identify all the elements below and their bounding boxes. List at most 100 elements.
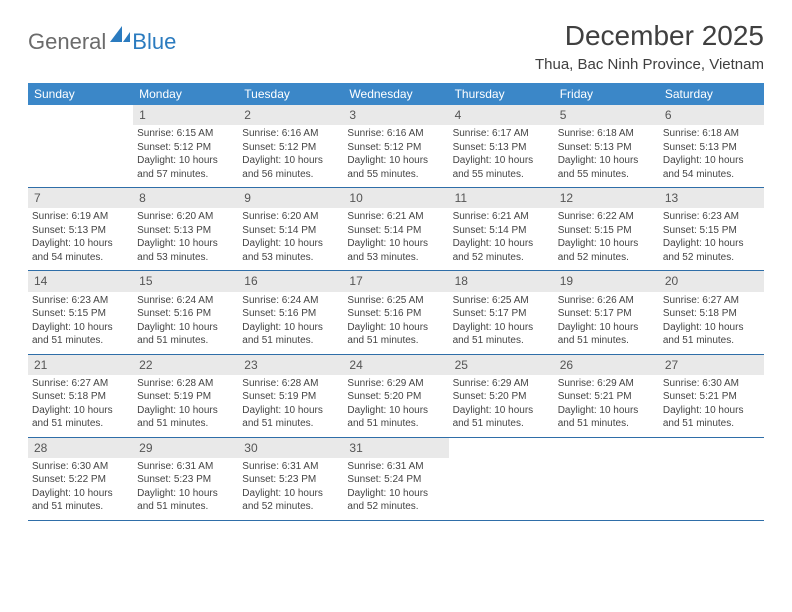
daylight-text: Daylight: 10 hours and 52 minutes. <box>663 237 760 264</box>
weekday-header: Tuesday <box>238 83 343 105</box>
sunset-text: Sunset: 5:20 PM <box>453 390 550 404</box>
sunrise-text: Sunrise: 6:20 AM <box>242 210 339 224</box>
day-number: 20 <box>659 271 764 291</box>
logo-sail-icon <box>110 26 130 47</box>
sunrise-text: Sunrise: 6:15 AM <box>137 127 234 141</box>
sunset-text: Sunset: 5:23 PM <box>137 473 234 487</box>
sunrise-text: Sunrise: 6:21 AM <box>453 210 550 224</box>
sunrise-text: Sunrise: 6:25 AM <box>347 294 444 308</box>
day-body: Sunrise: 6:22 AMSunset: 5:15 PMDaylight:… <box>554 208 659 270</box>
day-cell: 11Sunrise: 6:21 AMSunset: 5:14 PMDayligh… <box>449 188 554 270</box>
day-number: 31 <box>343 438 448 458</box>
day-body: Sunrise: 6:27 AMSunset: 5:18 PMDaylight:… <box>28 375 133 437</box>
day-cell: 17Sunrise: 6:25 AMSunset: 5:16 PMDayligh… <box>343 271 448 353</box>
day-number: 3 <box>343 105 448 125</box>
sunset-text: Sunset: 5:13 PM <box>453 141 550 155</box>
sunset-text: Sunset: 5:12 PM <box>137 141 234 155</box>
location: Thua, Bac Ninh Province, Vietnam <box>535 56 764 73</box>
day-cell: 12Sunrise: 6:22 AMSunset: 5:15 PMDayligh… <box>554 188 659 270</box>
day-cell: 27Sunrise: 6:30 AMSunset: 5:21 PMDayligh… <box>659 355 764 437</box>
sunrise-text: Sunrise: 6:31 AM <box>137 460 234 474</box>
header: General Blue December 2025 Thua, Bac Nin… <box>28 20 764 73</box>
sunset-text: Sunset: 5:14 PM <box>347 224 444 238</box>
sunset-text: Sunset: 5:13 PM <box>137 224 234 238</box>
day-cell: 2Sunrise: 6:16 AMSunset: 5:12 PMDaylight… <box>238 105 343 187</box>
daylight-text: Daylight: 10 hours and 57 minutes. <box>137 154 234 181</box>
day-body: Sunrise: 6:15 AMSunset: 5:12 PMDaylight:… <box>133 125 238 187</box>
logo-text-general: General <box>28 29 106 55</box>
sunrise-text: Sunrise: 6:24 AM <box>137 294 234 308</box>
daylight-text: Daylight: 10 hours and 51 minutes. <box>137 404 234 431</box>
day-number: 13 <box>659 188 764 208</box>
sunset-text: Sunset: 5:14 PM <box>453 224 550 238</box>
sunrise-text: Sunrise: 6:25 AM <box>453 294 550 308</box>
day-cell: 5Sunrise: 6:18 AMSunset: 5:13 PMDaylight… <box>554 105 659 187</box>
day-cell: 3Sunrise: 6:16 AMSunset: 5:12 PMDaylight… <box>343 105 448 187</box>
sunrise-text: Sunrise: 6:30 AM <box>663 377 760 391</box>
daylight-text: Daylight: 10 hours and 51 minutes. <box>32 321 129 348</box>
day-body: Sunrise: 6:19 AMSunset: 5:13 PMDaylight:… <box>28 208 133 270</box>
sunset-text: Sunset: 5:24 PM <box>347 473 444 487</box>
daylight-text: Daylight: 10 hours and 54 minutes. <box>32 237 129 264</box>
day-number: 22 <box>133 355 238 375</box>
daylight-text: Daylight: 10 hours and 52 minutes. <box>242 487 339 514</box>
day-number: 30 <box>238 438 343 458</box>
sunset-text: Sunset: 5:15 PM <box>32 307 129 321</box>
sunset-text: Sunset: 5:20 PM <box>347 390 444 404</box>
sunrise-text: Sunrise: 6:22 AM <box>558 210 655 224</box>
month-title: December 2025 <box>535 20 764 52</box>
logo: General Blue <box>28 26 176 57</box>
day-cell: 21Sunrise: 6:27 AMSunset: 5:18 PMDayligh… <box>28 355 133 437</box>
day-body: Sunrise: 6:18 AMSunset: 5:13 PMDaylight:… <box>554 125 659 187</box>
day-cell: 14Sunrise: 6:23 AMSunset: 5:15 PMDayligh… <box>28 271 133 353</box>
day-cell: 20Sunrise: 6:27 AMSunset: 5:18 PMDayligh… <box>659 271 764 353</box>
day-cell: 8Sunrise: 6:20 AMSunset: 5:13 PMDaylight… <box>133 188 238 270</box>
sunset-text: Sunset: 5:16 PM <box>137 307 234 321</box>
sunrise-text: Sunrise: 6:27 AM <box>663 294 760 308</box>
sunrise-text: Sunrise: 6:18 AM <box>558 127 655 141</box>
day-body: Sunrise: 6:25 AMSunset: 5:17 PMDaylight:… <box>449 292 554 354</box>
sunrise-text: Sunrise: 6:17 AM <box>453 127 550 141</box>
sunset-text: Sunset: 5:15 PM <box>558 224 655 238</box>
day-body: Sunrise: 6:30 AMSunset: 5:22 PMDaylight:… <box>28 458 133 520</box>
sunset-text: Sunset: 5:17 PM <box>558 307 655 321</box>
weekday-header: Thursday <box>449 83 554 105</box>
daylight-text: Daylight: 10 hours and 55 minutes. <box>347 154 444 181</box>
sunrise-text: Sunrise: 6:23 AM <box>663 210 760 224</box>
day-number: 21 <box>28 355 133 375</box>
daylight-text: Daylight: 10 hours and 52 minutes. <box>558 237 655 264</box>
day-cell <box>449 438 554 520</box>
logo-text-blue: Blue <box>132 29 176 55</box>
daylight-text: Daylight: 10 hours and 54 minutes. <box>663 154 760 181</box>
daylight-text: Daylight: 10 hours and 51 minutes. <box>663 321 760 348</box>
day-number: 26 <box>554 355 659 375</box>
sunset-text: Sunset: 5:16 PM <box>347 307 444 321</box>
day-cell: 31Sunrise: 6:31 AMSunset: 5:24 PMDayligh… <box>343 438 448 520</box>
sunset-text: Sunset: 5:13 PM <box>558 141 655 155</box>
daylight-text: Daylight: 10 hours and 53 minutes. <box>347 237 444 264</box>
daylight-text: Daylight: 10 hours and 51 minutes. <box>32 487 129 514</box>
sunset-text: Sunset: 5:13 PM <box>32 224 129 238</box>
day-cell: 24Sunrise: 6:29 AMSunset: 5:20 PMDayligh… <box>343 355 448 437</box>
sunset-text: Sunset: 5:22 PM <box>32 473 129 487</box>
day-cell: 16Sunrise: 6:24 AMSunset: 5:16 PMDayligh… <box>238 271 343 353</box>
daylight-text: Daylight: 10 hours and 55 minutes. <box>453 154 550 181</box>
sunset-text: Sunset: 5:19 PM <box>242 390 339 404</box>
daylight-text: Daylight: 10 hours and 51 minutes. <box>137 487 234 514</box>
day-number: 16 <box>238 271 343 291</box>
day-cell: 30Sunrise: 6:31 AMSunset: 5:23 PMDayligh… <box>238 438 343 520</box>
daylight-text: Daylight: 10 hours and 51 minutes. <box>558 404 655 431</box>
sunrise-text: Sunrise: 6:23 AM <box>32 294 129 308</box>
day-body: Sunrise: 6:20 AMSunset: 5:14 PMDaylight:… <box>238 208 343 270</box>
weekday-header: Saturday <box>659 83 764 105</box>
day-number: 7 <box>28 188 133 208</box>
sunrise-text: Sunrise: 6:28 AM <box>137 377 234 391</box>
day-cell: 28Sunrise: 6:30 AMSunset: 5:22 PMDayligh… <box>28 438 133 520</box>
week-row: 7Sunrise: 6:19 AMSunset: 5:13 PMDaylight… <box>28 188 764 271</box>
day-body: Sunrise: 6:18 AMSunset: 5:13 PMDaylight:… <box>659 125 764 187</box>
daylight-text: Daylight: 10 hours and 51 minutes. <box>32 404 129 431</box>
weekday-header: Wednesday <box>343 83 448 105</box>
daylight-text: Daylight: 10 hours and 51 minutes. <box>558 321 655 348</box>
day-body: Sunrise: 6:23 AMSunset: 5:15 PMDaylight:… <box>659 208 764 270</box>
sunset-text: Sunset: 5:12 PM <box>347 141 444 155</box>
